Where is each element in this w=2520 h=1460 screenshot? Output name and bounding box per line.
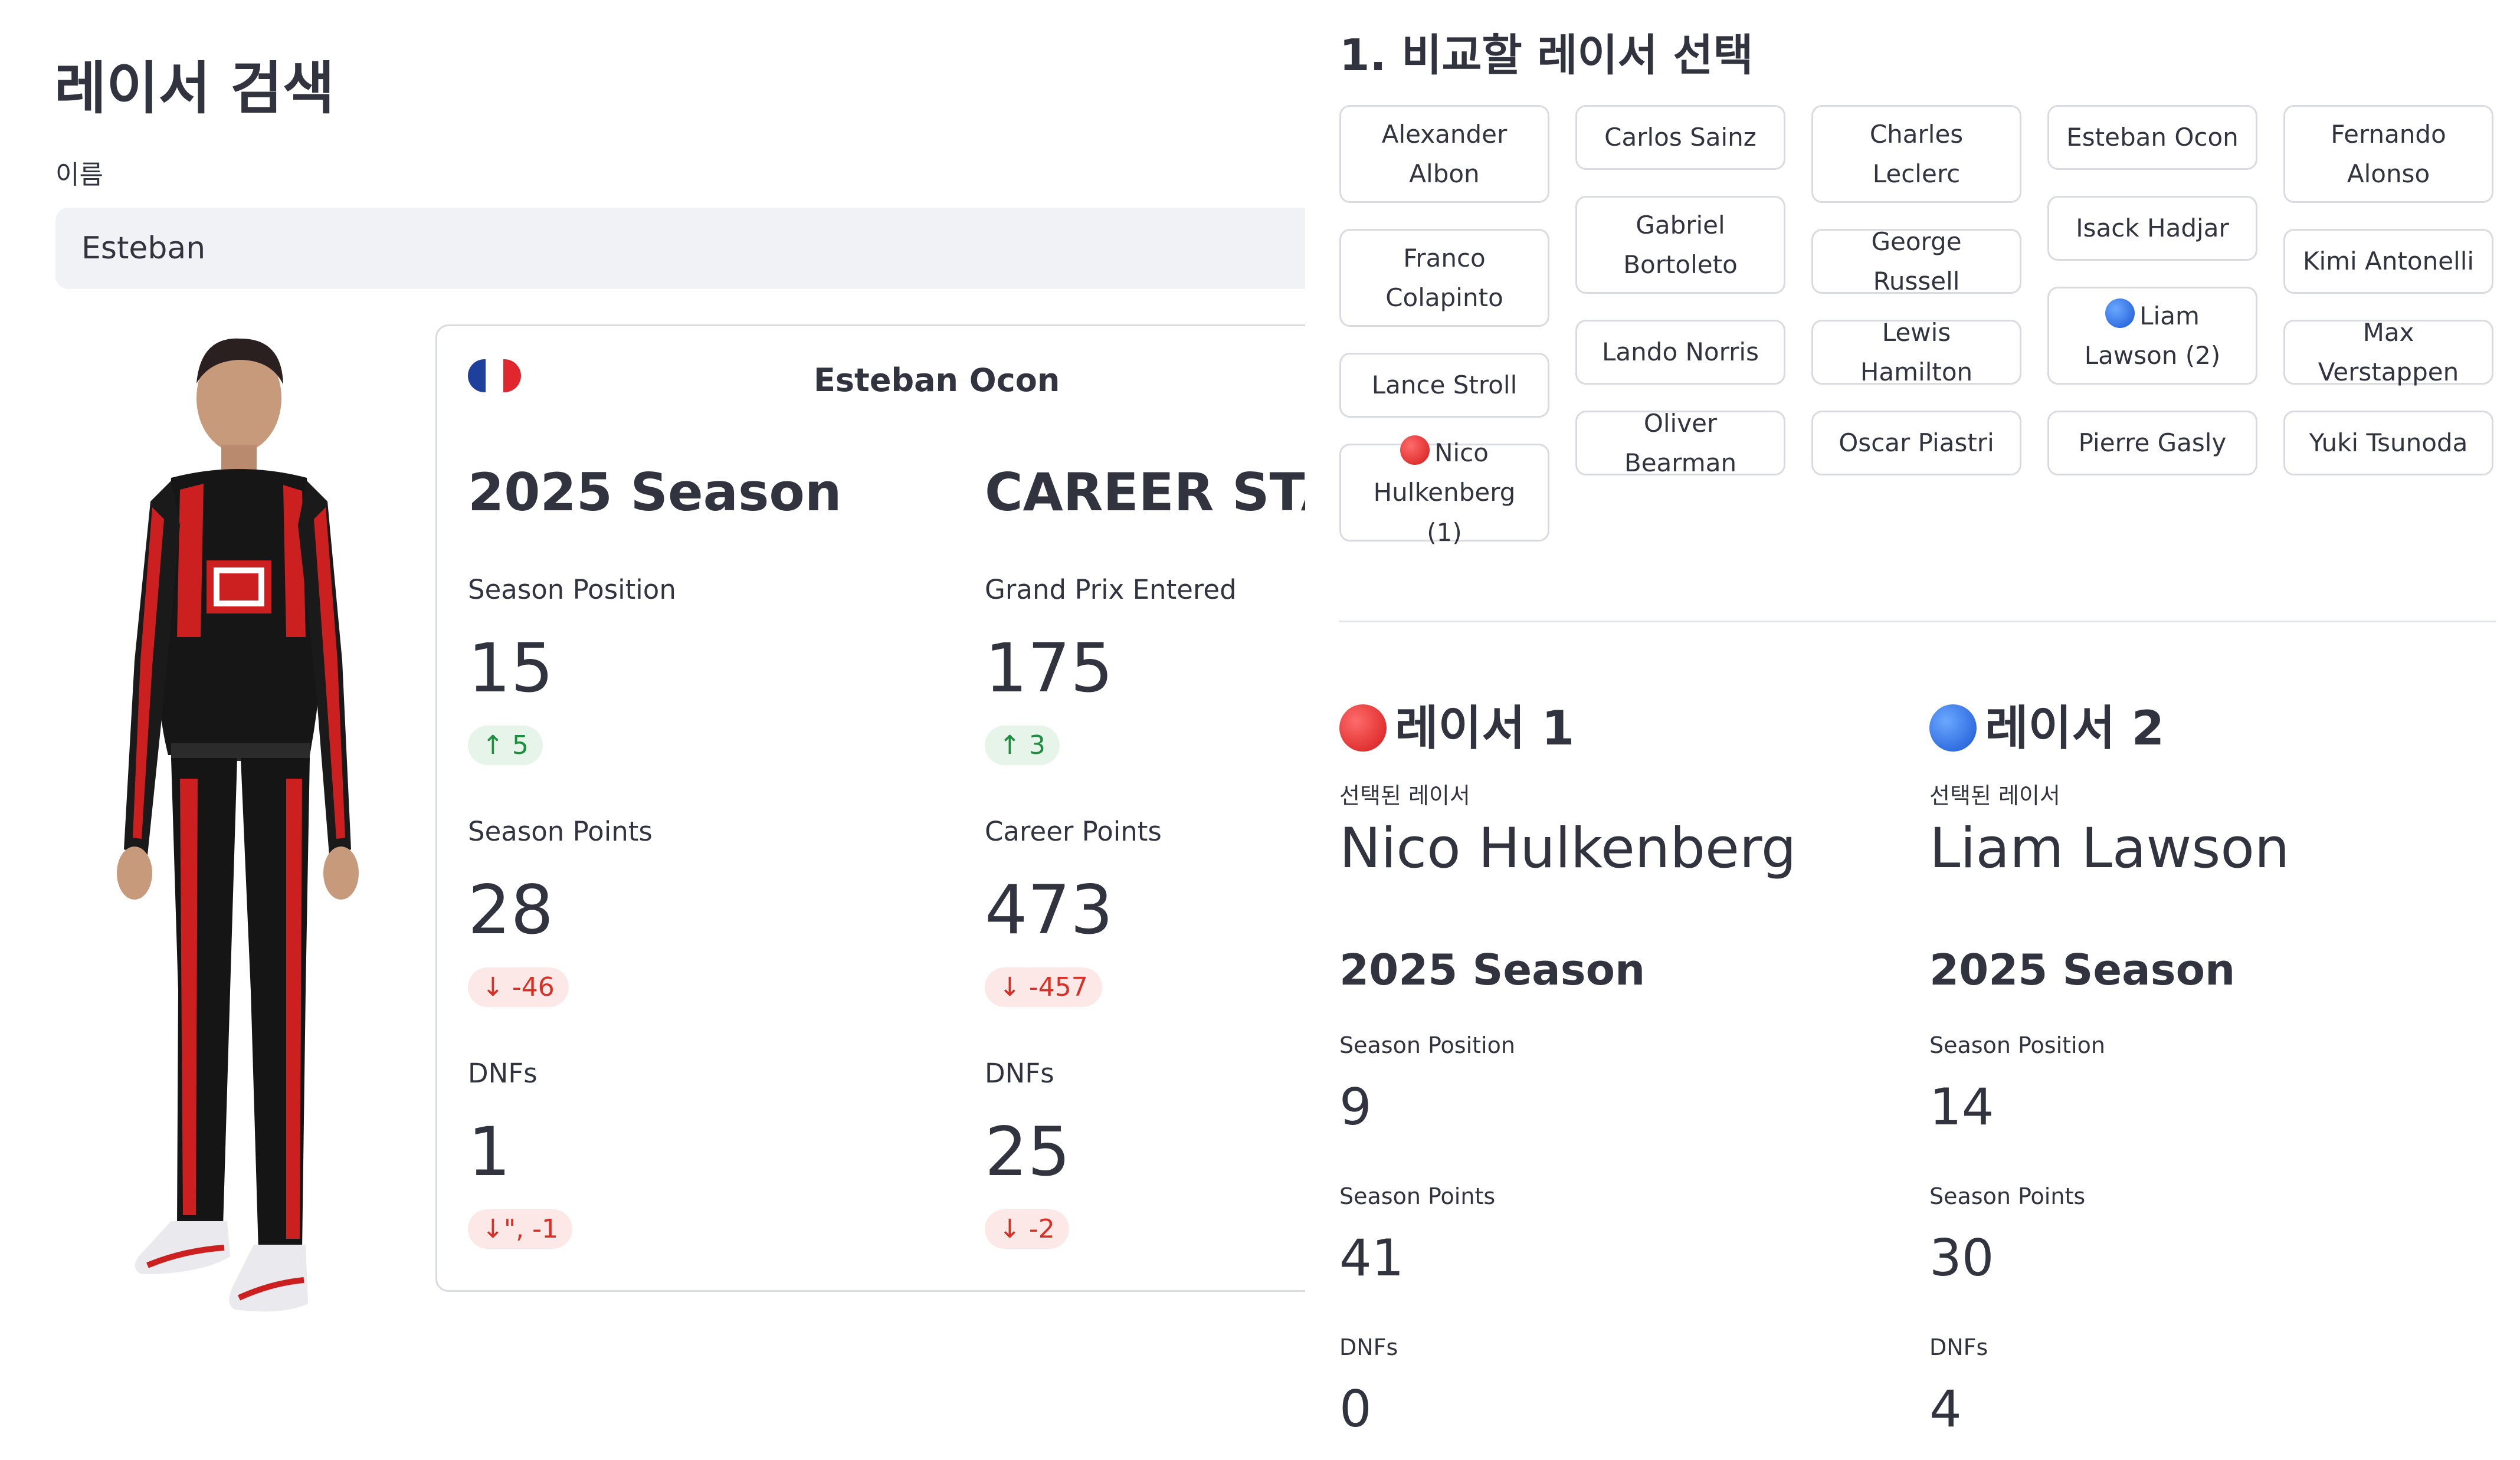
racer2-heading: 레이서 2 — [1929, 690, 2460, 759]
racer-pill-kimi-antonelli[interactable]: Kimi Antonelli — [2283, 229, 2493, 294]
racer-pill-carlos-sainz[interactable]: Carlos Sainz — [1575, 105, 1785, 170]
arrow-down-icon: ↓ — [482, 972, 504, 1002]
racer2-season-heading: 2025 Season — [1929, 945, 2236, 995]
driver-stat-card: Esteban Ocon 2025 Season Season Position… — [435, 324, 1305, 1292]
racer-pill-oscar-piastri[interactable]: Oscar Piastri — [1811, 411, 2021, 475]
racer2-name: Liam Lawson — [1929, 816, 2290, 881]
racer1-selected-label: 선택된 레이서 — [1339, 783, 1470, 809]
arrow-down-icon: ↓", -1 — [482, 1214, 558, 1244]
racer-pill-george-russell[interactable]: George Russell — [1811, 227, 2021, 296]
career-points-metric: Career Points 473 ↓ -457 — [985, 816, 1162, 1007]
racer2-selected-label: 선택된 레이서 — [1929, 783, 2060, 809]
racer-pill-fernando-alonso[interactable]: Fernando Alonso — [2283, 105, 2493, 203]
racer-pill-alexander-albon[interactable]: Alexander Albon — [1339, 105, 1549, 203]
delta-badge: ↑ 5 — [468, 726, 543, 765]
driver-name: Esteban Ocon — [814, 362, 1060, 399]
career-dnfs-metric: DNFs 25 ↓ -2 — [985, 1058, 1070, 1249]
arrow-up-icon: ↑ — [482, 730, 504, 760]
racer1-season-heading: 2025 Season — [1339, 945, 1646, 995]
delta-badge: ↓ -457 — [985, 967, 1102, 1007]
red-circle-icon — [1339, 704, 1387, 752]
racer2-panel: 레이서 2 선택된 레이서 Liam Lawson 2025 Season Se… — [1929, 690, 2460, 1435]
driver-search-panel: 레이서 검색 이름 — [54, 55, 1305, 1312]
racer-pill-franco-colapinto[interactable]: Franco Colapinto — [1339, 229, 1549, 327]
racer-pill-esteban-ocon[interactable]: Esteban Ocon — [2047, 105, 2257, 170]
grand-prix-entered-metric: Grand Prix Entered 175 ↑ 3 — [985, 574, 1237, 765]
arrow-down-icon: ↓ — [999, 1214, 1021, 1244]
racer1-heading: 레이서 1 — [1339, 690, 1870, 759]
racer-pill-pierre-gasly[interactable]: Pierre Gasly — [2047, 411, 2257, 475]
arrow-down-icon: ↓ — [999, 972, 1021, 1002]
season-heading: 2025 Season — [468, 462, 842, 523]
racer-pill-max-verstappen[interactable]: Max Verstappen — [2283, 318, 2493, 386]
racer-pill-charles-leclerc[interactable]: Charles Leclerc — [1811, 105, 2021, 203]
racer-pill-oliver-bearman[interactable]: Oliver Bearman — [1575, 409, 1785, 477]
racer1-position-metric: Season Position 9 — [1339, 1032, 1515, 1137]
racer2-position-metric: Season Position 14 — [1929, 1032, 2105, 1137]
racer2-dnfs-metric: DNFs 4 — [1929, 1334, 1988, 1439]
racer-pill-isack-hadjar[interactable]: Isack Hadjar — [2047, 196, 2257, 261]
red-circle-icon — [1400, 435, 1430, 465]
blue-circle-icon — [1929, 704, 1977, 752]
racer1-panel: 레이서 1 선택된 레이서 Nico Hulkenberg 2025 Seaso… — [1339, 690, 1870, 1435]
france-flag-icon — [468, 359, 521, 392]
racer1-points-metric: Season Points 41 — [1339, 1183, 1496, 1288]
racer-pill-lewis-hamilton[interactable]: Lewis Hamilton — [1811, 318, 2021, 386]
delta-badge: ↓ -46 — [468, 967, 569, 1007]
delta-badge: ↓ -2 — [985, 1209, 1069, 1249]
racer-pill-gabriel-bortoleto[interactable]: Gabriel Bortoleto — [1575, 196, 1785, 294]
racer-pill-lando-norris[interactable]: Lando Norris — [1575, 320, 1785, 385]
season-points-metric: Season Points 28 ↓ -46 — [468, 816, 653, 1007]
racer-pill-lance-stroll[interactable]: Lance Stroll — [1339, 353, 1549, 418]
divider — [1339, 621, 2496, 622]
driver-search-input[interactable] — [55, 208, 1305, 289]
career-heading: CAREER STATS — [985, 462, 1305, 523]
racer-pill-yuki-tsunoda[interactable]: Yuki Tsunoda — [2283, 411, 2493, 475]
comparison-panel: 1. 비교할 레이서 선택 Alexander Albon Franco Cola… — [1339, 0, 2496, 1460]
racer1-dnfs-metric: DNFs 0 — [1339, 1334, 1398, 1439]
season-dnfs-metric: DNFs 1 ↓", -1 — [468, 1058, 572, 1249]
page-title: 레이서 검색 — [54, 55, 335, 122]
season-position-metric: Season Position 15 ↑ 5 — [468, 574, 676, 765]
racer2-points-metric: Season Points 30 — [1929, 1183, 2086, 1288]
arrow-up-icon: ↑ — [999, 730, 1021, 760]
delta-badge: ↓", -1 — [468, 1209, 572, 1249]
driver-photo — [117, 338, 359, 1312]
racer1-name: Nico Hulkenberg — [1339, 816, 1797, 881]
racer-pill-nico-hulkenberg-1[interactable]: Nico Hulkenberg (1) — [1339, 435, 1549, 547]
delta-badge: ↑ 3 — [985, 726, 1060, 765]
name-field-label: 이름 — [55, 160, 103, 190]
blue-circle-icon — [2105, 298, 2135, 328]
racer-pill-liam-lawson-2[interactable]: Liam Lawson (2) — [2047, 287, 2257, 385]
select-racers-title: 1. 비교할 레이서 선택 — [1339, 30, 1754, 81]
